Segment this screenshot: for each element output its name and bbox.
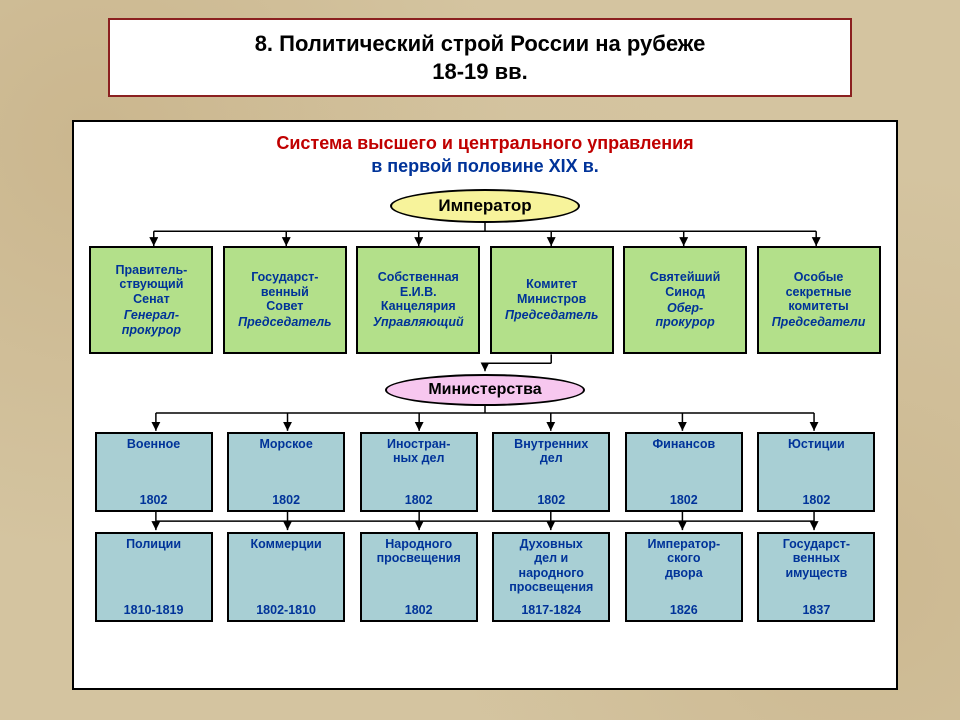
box-primary: Коммерции [251, 537, 322, 551]
box: Внутреннихдел 1802 [492, 432, 610, 512]
box-year: 1802 [272, 487, 300, 507]
box-primary: СобственнаяЕ.И.В.Канцелярия [378, 270, 459, 313]
emperor-label: Император [438, 196, 531, 216]
box: СвятейшийСинодОбер-прокурор [623, 246, 747, 354]
box-year: 1837 [802, 597, 830, 617]
box-primary: Морское [259, 437, 312, 451]
ministries-node: Министерства [385, 374, 585, 406]
box: СобственнаяЕ.И.В.Канцелярия Управляющий [356, 246, 480, 354]
box-year: 1802 [140, 487, 168, 507]
box: Народногопросвещения 1802 [360, 532, 478, 622]
box-primary: Государст-венныхимуществ [783, 537, 850, 580]
box-primary: Юстиции [788, 437, 845, 451]
ministries-label: Министерства [428, 381, 541, 399]
box-year: 1802 [802, 487, 830, 507]
box-year: 1810-1819 [124, 597, 184, 617]
box-primary: Финансов [652, 437, 715, 451]
box: Юстиции 1802 [757, 432, 875, 512]
slide-title: 8. Политический строй России на рубеже18… [108, 18, 852, 97]
box: Военное 1802 [95, 432, 213, 512]
box: Духовныхдел инародногопросвещения1817-18… [492, 532, 610, 622]
box-secondary: Председатель [505, 308, 598, 322]
box-year: 1802 [670, 487, 698, 507]
box: КомитетМинистров Председатель [490, 246, 614, 354]
box-primary: Государст-венныйСовет [251, 270, 318, 313]
box-primary: Иностран-ных дел [387, 437, 450, 466]
mid-row: Военное 1802 Морское 1802 Иностран-ных дел 18… [74, 432, 896, 512]
box-primary: Духовныхдел инародногопросвещения [509, 537, 593, 595]
box-secondary: Обер-прокурор [655, 301, 714, 330]
box: Правитель-ствующийСенатГенерал-прокурор [89, 246, 213, 354]
box: Император-скогодвора 1826 [625, 532, 743, 622]
box-primary: КомитетМинистров [517, 277, 586, 306]
box-primary: Полиции [126, 537, 181, 551]
box-primary: Правитель-ствующийСенат [116, 263, 188, 306]
box-primary: Народногопросвещения [377, 537, 461, 566]
box: Коммерции 1802-1810 [227, 532, 345, 622]
box: Государст-венныйСовет Председатель [223, 246, 347, 354]
chart-title-line2: в первой половине XIX в. [84, 155, 886, 178]
chart-title: Система высшего и центрального управлени… [74, 122, 896, 185]
emperor-node: Император [390, 189, 580, 223]
box-primary: Военное [127, 437, 180, 451]
box: Морское 1802 [227, 432, 345, 512]
box-year: 1817-1824 [521, 597, 581, 617]
box-year: 1802-1810 [256, 597, 316, 617]
box-primary: СвятейшийСинод [650, 270, 720, 299]
box-primary: Внутреннихдел [514, 437, 588, 466]
box-primary: Особыесекретныекомитеты [786, 270, 852, 313]
box-secondary: Управляющий [373, 315, 464, 329]
box-year: 1802 [537, 487, 565, 507]
chart-title-line1: Система высшего и центрального управлени… [84, 132, 886, 155]
box: Государст-венныхимуществ 1837 [757, 532, 875, 622]
box-primary: Император-скогодвора [647, 537, 720, 580]
box: Иностран-ных дел 1802 [360, 432, 478, 512]
box-secondary: Председатель [238, 315, 331, 329]
top-row: Правитель-ствующийСенатГенерал-прокурорГ… [74, 246, 896, 354]
box-year: 1802 [405, 487, 433, 507]
bot-row: Полиции 1810-1819 Коммерции 1802-1810 Народн… [74, 532, 896, 622]
box-secondary: Председатели [772, 315, 866, 329]
box-year: 1802 [405, 597, 433, 617]
box: Полиции 1810-1819 [95, 532, 213, 622]
box-secondary: Генерал-прокурор [122, 308, 181, 337]
box: Финансов 1802 [625, 432, 743, 512]
box: Особыесекретныекомитеты Председатели [757, 246, 881, 354]
box-year: 1826 [670, 597, 698, 617]
chart-panel: Система высшего и центрального управлени… [72, 120, 898, 690]
